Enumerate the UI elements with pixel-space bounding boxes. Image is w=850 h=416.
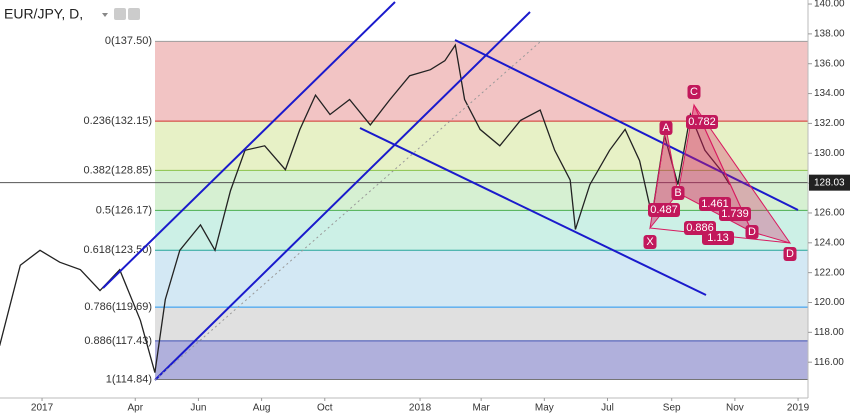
fib-band	[155, 41, 808, 122]
pattern-text: X	[646, 236, 654, 248]
pattern-tag	[719, 207, 751, 221]
y-tick-label: 122.00	[814, 267, 845, 278]
pattern-text: D	[786, 248, 794, 260]
channel-line	[102, 1, 396, 289]
fib-band	[155, 250, 808, 308]
channel-line	[154, 11, 531, 381]
y-tick-label: 116.00	[814, 357, 844, 368]
pattern-tag	[702, 231, 734, 245]
pattern-tag	[643, 235, 657, 249]
price-line	[0, 43, 731, 373]
y-tick-label: 138.00	[814, 29, 845, 40]
x-tick-label: Jul	[601, 403, 614, 414]
fib-label: 0.236(132.15)	[84, 115, 153, 127]
fib-label: 0.382(128.85)	[84, 164, 153, 176]
y-tick-label: 124.00	[814, 237, 845, 248]
icon	[114, 8, 126, 20]
fib-retracement: 0(137.50) 0.236(132.15) 0.382(128.85) 0.5(1…	[84, 35, 808, 385]
x-tick-label: Oct	[317, 403, 333, 414]
last-price-tag	[809, 174, 850, 191]
pattern-text: 1.461	[701, 198, 729, 210]
x-tick-label: Apr	[127, 403, 143, 414]
price-axis	[808, 0, 850, 416]
pattern-tag	[783, 247, 797, 261]
pattern-tag	[648, 203, 680, 217]
y-tick-label: 118.00	[814, 327, 844, 338]
dropdown-icon	[102, 13, 108, 17]
x-tick-label: May	[535, 403, 554, 414]
y-tick-label: 134.00	[814, 88, 845, 99]
x-tick-label: 2017	[31, 403, 54, 414]
last-price-label: 128.03	[814, 177, 845, 188]
pattern-text: B	[674, 187, 681, 199]
x-tick-label: Sep	[663, 403, 681, 414]
x-tick-label: Nov	[726, 403, 744, 414]
pattern-text: 0.487	[650, 204, 678, 216]
chart-title: EUR/JPY, D,	[4, 6, 83, 22]
channel-line	[454, 39, 799, 211]
dotted-line	[154, 41, 541, 381]
pattern-tag	[745, 225, 759, 239]
pattern-text: 0.886	[686, 222, 714, 234]
pattern-text: A	[662, 122, 670, 134]
axes: 116.00 118.00 120.00 122.00 124.00 126.00 128.…	[31, 0, 850, 414]
plot	[0, 43, 808, 373]
pattern-text: C	[690, 86, 698, 98]
fib-label: 0.786(119.69)	[84, 301, 152, 313]
fib-label: 0(137.50)	[105, 35, 152, 47]
pattern-tag	[659, 121, 673, 135]
pattern-text: 0.782	[688, 116, 716, 128]
fib-label: 1(114.84)	[106, 373, 152, 385]
pattern-tag	[687, 85, 701, 99]
fib-label: 0.618(123.50)	[84, 244, 153, 256]
x-tick-label: 2018	[409, 403, 432, 414]
pattern-tag	[686, 115, 718, 129]
time-axis	[0, 398, 850, 416]
fib-band	[155, 307, 808, 341]
fib-label: 0.5(126.17)	[96, 204, 152, 216]
x-tick-label: Mar	[473, 403, 491, 414]
pattern-shape	[693, 104, 792, 244]
y-tick-label: 120.00	[814, 297, 845, 308]
fib-band	[155, 340, 808, 380]
y-tick-label: 126.00	[814, 208, 845, 219]
drawings	[102, 1, 799, 381]
channel-line	[359, 127, 707, 296]
pattern-text: 1.739	[721, 208, 749, 220]
x-tick-label: 2019	[787, 403, 810, 414]
x-tick-label: Aug	[253, 403, 271, 414]
y-tick-label: 132.00	[814, 118, 845, 129]
pattern-text: 1.13	[707, 232, 728, 244]
icon	[128, 8, 140, 20]
y-tick-label: 130.00	[814, 148, 845, 159]
y-tick-label: 136.00	[814, 58, 845, 69]
pattern-text: D	[748, 226, 756, 238]
y-tick-label: 140.00	[814, 0, 845, 10]
fib-label: 0.886(117.43)	[84, 335, 152, 347]
x-tick-label: Jun	[190, 403, 206, 414]
pattern-tag	[671, 186, 685, 200]
